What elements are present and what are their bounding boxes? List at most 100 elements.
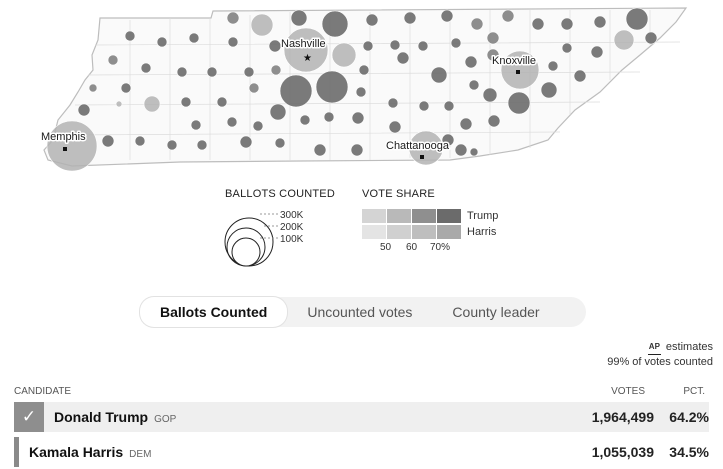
county-bubble <box>469 147 479 157</box>
county-bubble <box>176 66 188 78</box>
county-bubble <box>77 103 91 117</box>
county-bubble <box>216 96 228 108</box>
county-bubble <box>396 51 410 65</box>
county-bubble <box>279 74 313 108</box>
county-bubble <box>101 134 115 148</box>
trump-share-swatch <box>387 209 411 223</box>
city-label-nashville: Nashville <box>281 38 326 50</box>
county-bubble <box>468 79 480 91</box>
county-bubble <box>365 13 379 27</box>
county-bubble <box>417 40 429 52</box>
trump-share-swatch <box>412 209 436 223</box>
tennessee-county-map: ★ Nashville Knoxville Memphis Chattanooga <box>40 7 688 172</box>
county-bubble <box>250 13 274 37</box>
county-bubble <box>115 100 123 108</box>
county-bubble <box>547 60 559 72</box>
vote-share-legend: VOTE SHARE <box>362 188 435 200</box>
harris-share-swatch <box>387 225 411 239</box>
party-label: DEM <box>129 449 152 460</box>
estimates-link[interactable]: estimates <box>665 341 713 353</box>
votes-trump: 1,964,499 <box>591 409 654 425</box>
header-votes: VOTES <box>611 386 645 397</box>
county-bubble <box>315 70 349 104</box>
party-label: GOP <box>154 414 177 425</box>
county-bubble <box>487 114 501 128</box>
county-bubble <box>560 17 574 31</box>
winner-check-icon: ✓ <box>14 402 44 432</box>
county-bubble <box>389 39 401 51</box>
county-bubble <box>190 119 202 131</box>
county-bubble <box>243 66 255 78</box>
county-bubble <box>120 82 132 94</box>
county-bubble <box>107 54 119 66</box>
county-bubble <box>443 100 455 112</box>
share-key-tick-50: 50 <box>380 242 392 253</box>
county-bubble <box>464 55 478 69</box>
results-table-header: CANDIDATE VOTES PCT. <box>14 384 709 403</box>
city-marker-icon <box>420 155 424 159</box>
county-bubble <box>430 66 448 84</box>
share-key-tick-70: 70% <box>430 242 450 253</box>
county-bubble <box>507 91 531 115</box>
table-row-trump: ✓ Donald Trump GOP 1,964,499 64.2% <box>14 402 709 432</box>
county-bubble <box>252 120 264 132</box>
county-bubble <box>486 48 500 62</box>
city-label-memphis: Memphis <box>41 131 86 143</box>
votes-counted-text: 99% of votes counted <box>607 356 713 368</box>
pct-trump: 64.2% <box>669 409 709 425</box>
county-bubble <box>313 143 327 157</box>
trump-share-swatch <box>362 209 386 223</box>
share-key-trump-label: Trump <box>467 210 498 222</box>
county-bubble <box>140 62 152 74</box>
county-bubble <box>625 7 649 31</box>
county-bubble <box>440 9 454 23</box>
city-marker-icon <box>516 70 520 74</box>
county-bubble <box>274 137 286 149</box>
county-bubble <box>46 120 98 172</box>
county-bubble <box>418 100 430 112</box>
county-bubble <box>88 83 98 93</box>
county-bubble <box>561 42 573 54</box>
tab-county-leader[interactable]: County leader <box>452 304 540 320</box>
county-bubble <box>501 9 515 23</box>
county-bubble <box>387 97 399 109</box>
county-bubble <box>358 64 370 76</box>
candidate-name: Kamala Harris <box>29 444 124 460</box>
size-key-label-300k: 300K <box>280 210 304 221</box>
county-bubble <box>459 117 473 131</box>
county-bubble <box>351 111 365 125</box>
county-bubble <box>470 17 484 31</box>
share-key-harris-label: Harris <box>467 226 497 238</box>
county-bubble <box>590 45 604 59</box>
state-outline <box>43 7 688 167</box>
tab-uncounted-votes[interactable]: Uncounted votes <box>307 304 413 320</box>
county-bubble <box>454 143 468 157</box>
county-bubble <box>196 139 208 151</box>
county-bubble <box>239 135 253 149</box>
county-bubble <box>268 39 282 53</box>
ballots-legend: BALLOTS COUNTED <box>225 188 335 200</box>
county-bubble <box>486 31 500 45</box>
city-label-chattanooga: Chattanooga <box>386 140 450 152</box>
county-bubble <box>323 111 335 123</box>
county-bubble <box>188 32 200 44</box>
county-bubble <box>450 37 462 49</box>
capital-star-icon: ★ <box>303 53 312 64</box>
harris-party-bar <box>14 437 19 467</box>
harris-share-swatch <box>412 225 436 239</box>
county-bubble <box>573 69 587 83</box>
votes-harris: 1,055,039 <box>591 444 654 460</box>
county-bubble <box>180 96 192 108</box>
vote-share-legend-title: VOTE SHARE <box>362 188 435 200</box>
header-pct: PCT. <box>683 386 705 397</box>
county-bubble <box>331 42 357 68</box>
candidate-name: Donald Trump <box>54 409 149 425</box>
tab-ballots-counted[interactable]: Ballots Counted <box>140 297 288 327</box>
size-key-label-100k: 100K <box>280 234 304 245</box>
county-bubble <box>350 143 364 157</box>
county-bubble <box>226 116 238 128</box>
harris-share-swatch <box>362 225 386 239</box>
ballots-legend-title: BALLOTS COUNTED <box>225 188 335 200</box>
ballots-size-key: 300K 200K 100K <box>224 210 304 267</box>
size-key-circle-100k <box>231 237 261 267</box>
